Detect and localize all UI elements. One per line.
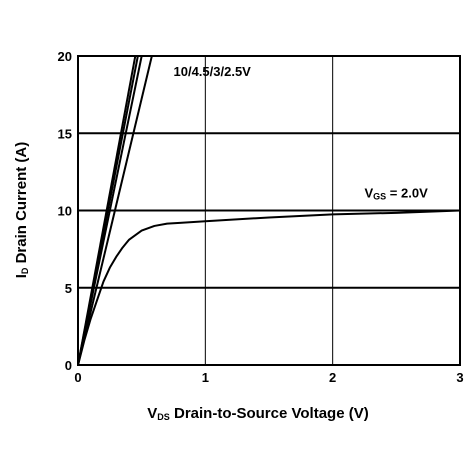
series-vgs2 xyxy=(78,209,460,365)
series-vgs2_5 xyxy=(78,56,153,365)
x-axis-title: VDS Drain-to-Source Voltage (V) xyxy=(147,405,368,422)
annotation-group-label: 10/4.5/3/2.5V xyxy=(174,64,252,79)
y-tick-label-1: 5 xyxy=(65,281,72,296)
y-tick-label-3: 15 xyxy=(58,126,72,141)
curves xyxy=(78,56,460,365)
x-tick-label-3: 3 xyxy=(456,370,463,385)
y-tick-label-2: 10 xyxy=(58,204,72,219)
series-vgs3 xyxy=(78,56,143,365)
x-tick-label-2: 2 xyxy=(329,370,336,385)
annotation-vgs2-label: VGS = 2.0V xyxy=(365,185,429,201)
y-tick-label-4: 20 xyxy=(58,49,72,64)
annotations: 10/4.5/3/2.5V VGS = 2.0V xyxy=(174,64,429,201)
grid xyxy=(78,56,460,365)
x-tick-label-1: 1 xyxy=(202,370,209,385)
y-axis-title: ID Drain Current (A) xyxy=(13,142,30,279)
tick-labels: 0 1 2 3 0 5 10 15 20 xyxy=(58,49,464,385)
x-tick-label-0: 0 xyxy=(74,370,81,385)
y-tick-label-0: 0 xyxy=(65,358,72,373)
plot-frame xyxy=(77,55,461,366)
